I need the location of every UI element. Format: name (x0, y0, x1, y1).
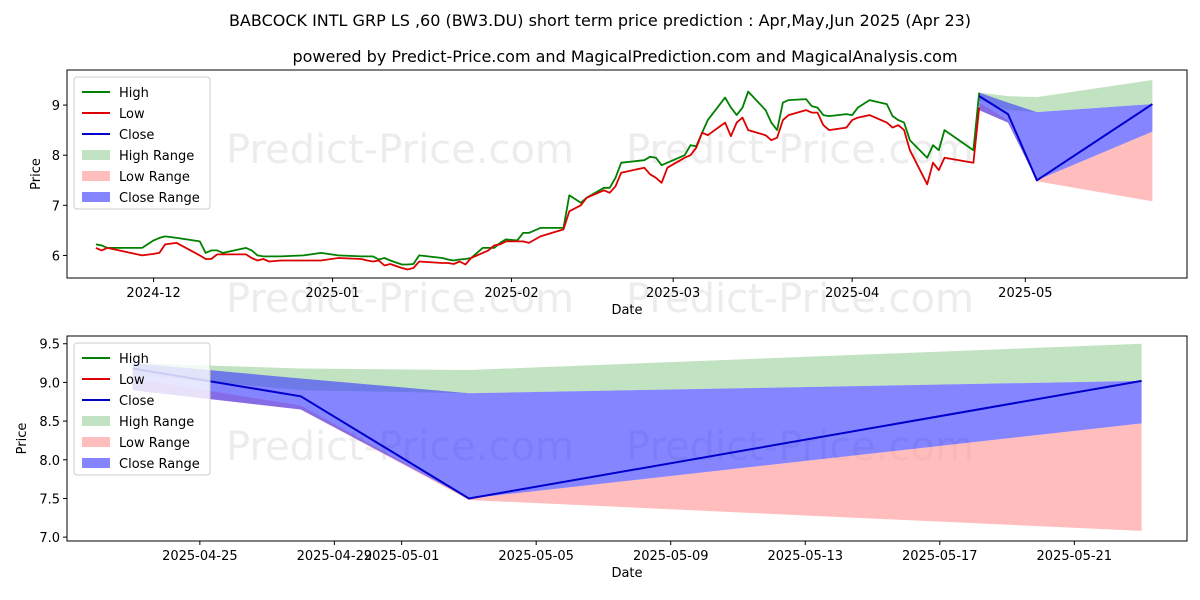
y-tick-label: 9.5 (39, 338, 60, 353)
x-axis-label: Date (611, 303, 642, 318)
watermark-text: Predict-Price.com (626, 276, 974, 322)
x-tick-label: 2024-12 (126, 286, 180, 301)
y-tick-label: 8.0 (39, 454, 60, 469)
y-tick-label: 7.5 (39, 492, 60, 507)
legend-swatch-patch (82, 150, 110, 160)
x-tick-label: 2025-01 (305, 286, 359, 301)
watermark-text: Predict-Price.com (626, 127, 974, 173)
x-tick-label: 2025-04-29 (297, 549, 373, 564)
x-tick-label: 2025-05-01 (364, 549, 440, 564)
x-tick-label: 2025-05-17 (902, 549, 978, 564)
x-axis-label: Date (611, 566, 642, 581)
y-tick-label: 6 (52, 249, 60, 264)
legend-label: Low (119, 107, 145, 122)
legend-label: Low (119, 373, 145, 388)
legend-label: Close Range (119, 191, 200, 206)
axes-frame (66, 335, 1188, 542)
legend-swatch-patch (82, 437, 110, 447)
low-series-line (95, 107, 981, 271)
x-tick-label: 2025-05 (998, 286, 1052, 301)
x-tick-label: 2025-04 (825, 286, 879, 301)
legend-label: Low Range (119, 436, 190, 451)
x-tick-label: 2025-05-21 (1037, 549, 1113, 564)
close-series-line (132, 367, 1142, 500)
y-tick-label: 9 (52, 99, 60, 114)
panel-forecast: Predict-Price.comPredict-Price.com2025-0… (15, 335, 1188, 581)
y-tick-label: 8 (52, 149, 60, 164)
close-range-band (979, 92, 1153, 181)
plot-area (95, 80, 1153, 271)
legend-label: Low Range (119, 170, 190, 185)
y-tick-label: 8.5 (39, 415, 60, 430)
panel-history: Predict-Price.com Predict-Price.com Predic… (29, 69, 1188, 322)
y-axis-label: Price (15, 423, 30, 455)
close-range-band (132, 363, 1142, 499)
legend-swatch-patch (82, 458, 110, 468)
low-range-band (132, 378, 1142, 531)
legend-swatch-patch (82, 192, 110, 202)
y-tick-label: 7 (52, 199, 60, 214)
high-series-line (95, 90, 981, 266)
x-tick-label: 2025-04-25 (162, 549, 238, 564)
plot-area (132, 343, 1142, 531)
close-series-line (978, 95, 1153, 182)
watermark-text: Predict-Price.com (226, 276, 574, 322)
legend-label: Close (119, 394, 154, 409)
high-range-band (132, 343, 1142, 394)
high-range-band (979, 80, 1153, 113)
watermark-text: Predict-Price.com (226, 127, 574, 173)
legend-label: Close (119, 128, 154, 143)
y-tick-label: 9.0 (39, 376, 60, 391)
legend-label: High Range (119, 149, 194, 164)
axes-frame (66, 69, 1188, 279)
chart-title: BABCOCK INTL GRP LS ,60 (BW3.DU) short t… (229, 11, 971, 30)
legend-label: High (119, 86, 149, 101)
x-tick-label: 2025-03 (646, 286, 700, 301)
y-tick-label: 7.0 (39, 531, 60, 546)
x-tick-label: 2025-05-13 (767, 549, 843, 564)
legend-swatch-patch (82, 416, 110, 426)
x-tick-label: 2025-05-09 (633, 549, 709, 564)
legend-label: High (119, 352, 149, 367)
legend-swatch-patch (82, 171, 110, 181)
y-axis-label: Price (29, 158, 44, 190)
x-tick-label: 2025-02 (484, 286, 538, 301)
legend-label: Close Range (119, 457, 200, 472)
low-range-band (979, 102, 1153, 202)
chart-subtitle: powered by Predict-Price.com and Magical… (292, 47, 957, 66)
x-tick-label: 2025-05-05 (498, 549, 574, 564)
legend-label: High Range (119, 415, 194, 430)
